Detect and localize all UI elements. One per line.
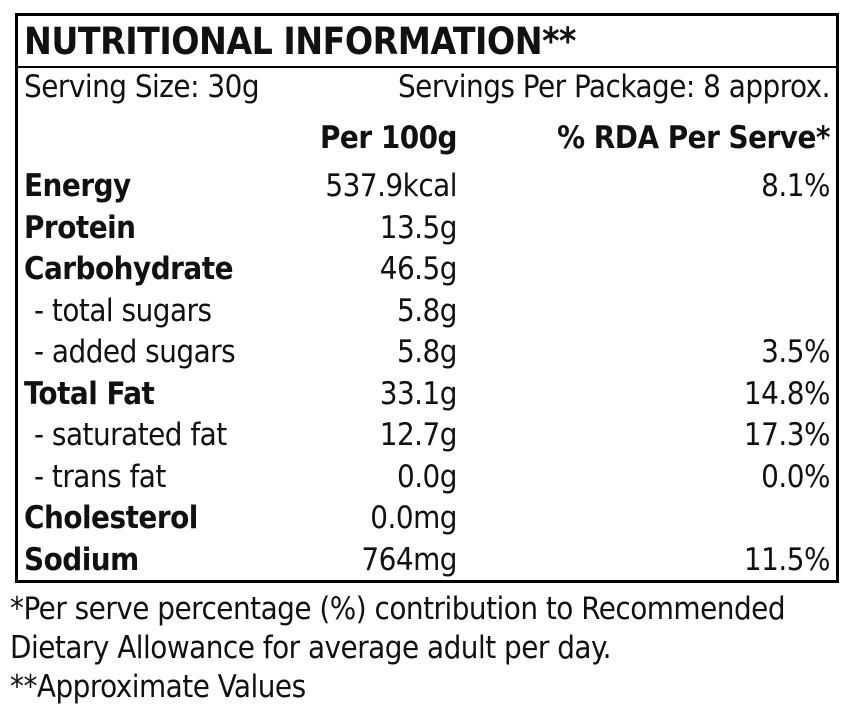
- nutrient-rda: 14.8%: [743, 375, 831, 412]
- column-header-spacer: [24, 118, 279, 158]
- serving-info-row: Serving Size: 30g Servings Per Package: …: [24, 68, 831, 106]
- nutrient-value: 537.9kcal: [325, 168, 457, 204]
- table-row-total-fat: Total Fat 33.1g 14.8%: [24, 374, 831, 416]
- table-row-cholesterol: Cholesterol 0.0mg: [24, 498, 830, 540]
- footnote-rda-line-1: *Per serve percentage (%) contribution t…: [10, 591, 786, 627]
- nutrient-value: 46.5g: [379, 251, 458, 287]
- nutrient-rda: [457, 291, 830, 333]
- nutrient-rda: 8.1%: [761, 168, 830, 204]
- nutrient-name: Protein: [24, 209, 136, 246]
- nutrient-name: - added sugars: [34, 334, 236, 370]
- column-header-row: Per 100g % RDA Per Serve*: [24, 106, 831, 166]
- nutrient-value: 764mg: [361, 541, 457, 578]
- table-row-carbohydrate: Carbohydrate 46.5g: [24, 249, 830, 291]
- nutrient-rda: 3.5%: [761, 334, 830, 370]
- nutrient-rda: 17.3%: [743, 417, 831, 453]
- nutrient-name: Sodium: [24, 541, 139, 578]
- serving-size: Serving Size: 30g: [24, 69, 260, 105]
- nutrient-name: Carbohydrate: [24, 251, 234, 287]
- servings-per-package: Servings Per Package: 8 approx.: [397, 69, 831, 105]
- nutrition-facts-panel: NUTRITIONAL INFORMATION** Serving Size: …: [15, 13, 839, 583]
- nutrient-value: 33.1g: [379, 375, 458, 412]
- nutrient-value: 5.8g: [396, 334, 458, 370]
- nutrient-name: - saturated fat: [34, 417, 227, 453]
- nutrient-name: - trans fat: [34, 458, 166, 495]
- footnote-approximate-values: **Approximate Values: [10, 669, 306, 705]
- nutrient-value: 0.0g: [396, 458, 458, 495]
- table-row-added-sugars: - added sugars 5.8g 3.5%: [24, 332, 831, 374]
- nutrient-rda: [457, 498, 830, 540]
- column-header-rda-per-serve: % RDA Per Serve*: [557, 120, 830, 156]
- footnotes: *Per serve percentage (%) contribution t…: [10, 590, 832, 707]
- table-row-sodium: Sodium 764mg 11.5%: [24, 540, 831, 582]
- nutrient-name: Cholesterol: [24, 500, 198, 536]
- table-row-protein: Protein 13.5g: [24, 208, 830, 250]
- table-row-total-sugars: - total sugars 5.8g: [24, 291, 830, 333]
- nutrient-value: 0.0mg: [370, 500, 457, 536]
- nutrient-rda: [457, 208, 830, 250]
- column-header-per-100g: Per 100g: [320, 120, 458, 156]
- nutrient-name: Energy: [24, 168, 131, 204]
- nutrient-value: 13.5g: [379, 209, 458, 246]
- nutrient-value: 5.8g: [396, 292, 458, 329]
- nutrient-name: Total Fat: [24, 375, 155, 412]
- table-row-saturated-fat: - saturated fat 12.7g 17.3%: [24, 415, 831, 457]
- nutrient-rda: 11.5%: [743, 541, 831, 578]
- nutrient-rda: 0.0%: [761, 458, 830, 495]
- nutrient-rda: [457, 249, 830, 291]
- table-row-trans-fat: - trans fat 0.0g 0.0%: [24, 457, 831, 499]
- nutrient-name: - total sugars: [34, 292, 212, 329]
- table-row-energy: Energy 537.9kcal 8.1%: [24, 166, 831, 208]
- panel-title: NUTRITIONAL INFORMATION**: [24, 20, 576, 63]
- title-divider: [18, 66, 836, 68]
- nutrient-value: 12.7g: [379, 417, 458, 453]
- footnote-rda-line-2: Dietary Allowance for average adult per …: [10, 630, 611, 666]
